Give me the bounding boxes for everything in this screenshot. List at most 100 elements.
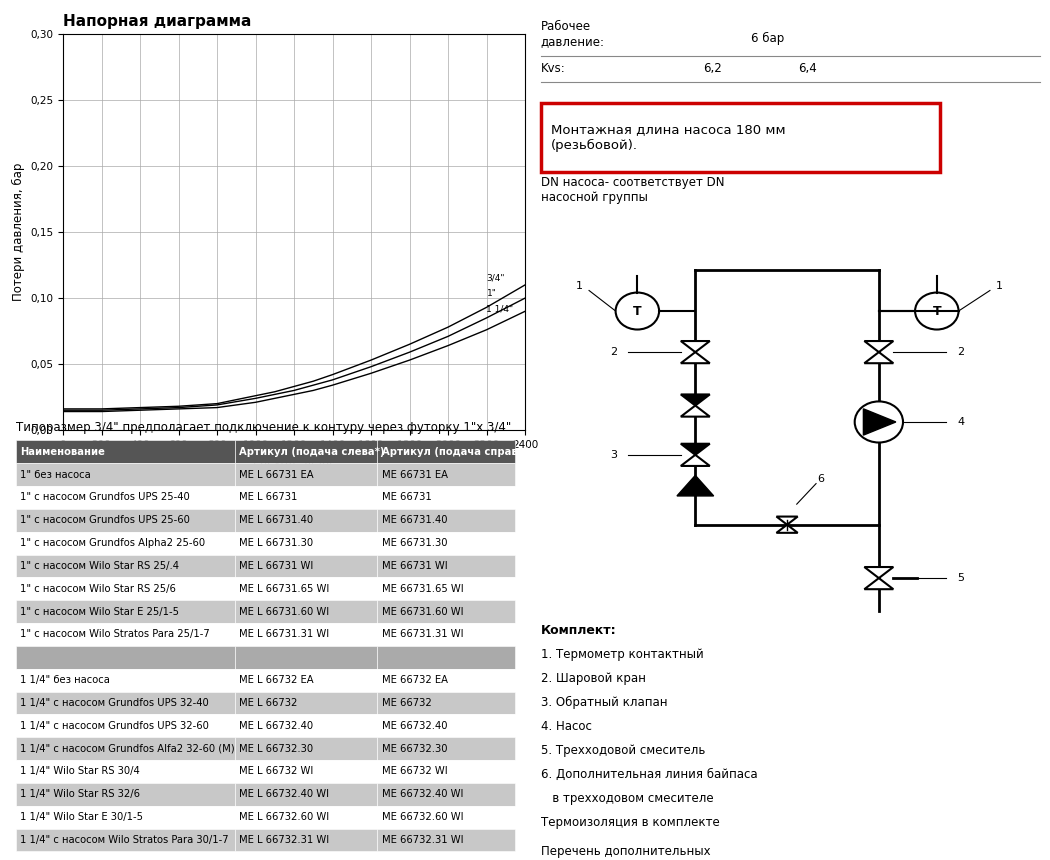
Text: 1 1/4": 1 1/4": [486, 305, 513, 314]
Text: ME 66732 WI: ME 66732 WI: [381, 766, 447, 777]
Circle shape: [855, 402, 903, 443]
Polygon shape: [864, 341, 894, 352]
Text: ME L 66731.31 WI: ME L 66731.31 WI: [239, 630, 330, 640]
Polygon shape: [776, 517, 798, 525]
Text: Kvs:: Kvs:: [541, 62, 566, 76]
Text: 1": 1": [486, 289, 497, 298]
Text: ME L 66731.60 WI: ME L 66731.60 WI: [239, 606, 330, 617]
Text: ME L 66731 EA: ME L 66731 EA: [239, 470, 314, 480]
Text: ME 66732.40 WI: ME 66732.40 WI: [381, 789, 463, 799]
Polygon shape: [776, 525, 798, 533]
Text: 6,4: 6,4: [798, 62, 817, 76]
Text: ME 66731.31 WI: ME 66731.31 WI: [381, 630, 463, 640]
Text: ME 66732.31 WI: ME 66732.31 WI: [381, 835, 463, 845]
Text: ME L 66731.40: ME L 66731.40: [239, 515, 314, 525]
Text: 6 бар: 6 бар: [751, 32, 784, 46]
Text: 6. Дополнительная линия байпаса: 6. Дополнительная линия байпаса: [541, 768, 757, 781]
Text: T: T: [932, 304, 941, 317]
Text: Монтажная длина насоса 180 мм
(резьбовой).: Монтажная длина насоса 180 мм (резьбовой…: [551, 124, 785, 151]
Text: ME 66732.30: ME 66732.30: [381, 744, 447, 753]
Text: 1" с насосом Wilo Star RS 25/6: 1" с насосом Wilo Star RS 25/6: [20, 584, 175, 593]
Text: 1" с насосом Grundfos Alpha2 25-60: 1" с насосом Grundfos Alpha2 25-60: [20, 538, 205, 548]
Text: 3: 3: [610, 450, 616, 460]
Text: 2: 2: [958, 347, 965, 357]
Text: ME L 66731: ME L 66731: [239, 493, 298, 502]
Text: ME L 66732: ME L 66732: [239, 698, 298, 708]
Text: Перечень дополнительных
комплектующих см. стр. 27: Перечень дополнительных комплектующих см…: [541, 845, 714, 860]
Text: ME 66732.60 WI: ME 66732.60 WI: [381, 812, 463, 822]
Text: 1: 1: [996, 281, 1003, 292]
Text: 6,2: 6,2: [704, 62, 722, 76]
Text: ME 66732.40: ME 66732.40: [381, 721, 447, 731]
Text: 2: 2: [610, 347, 616, 357]
Polygon shape: [680, 341, 710, 352]
Text: ME 66732: ME 66732: [381, 698, 432, 708]
Polygon shape: [680, 406, 710, 416]
Text: 1: 1: [575, 281, 583, 292]
Y-axis label: Потери давления, бар: Потери давления, бар: [12, 163, 24, 301]
Text: ME L 66732.60 WI: ME L 66732.60 WI: [239, 812, 330, 822]
Circle shape: [916, 292, 959, 329]
Text: 3. Обратный клапан: 3. Обратный клапан: [541, 696, 667, 709]
Text: ME 66731.40: ME 66731.40: [381, 515, 447, 525]
Text: Напорная диаграмма: Напорная диаграмма: [63, 14, 251, 29]
Text: Рабочее
давление:: Рабочее давление:: [541, 21, 605, 48]
Text: 1 1/4" Wilo Star RS 30/4: 1 1/4" Wilo Star RS 30/4: [20, 766, 140, 777]
Circle shape: [615, 292, 659, 329]
Text: 1" без насоса: 1" без насоса: [20, 470, 90, 480]
Text: ME 66731.30: ME 66731.30: [381, 538, 447, 548]
Text: ME 66731 EA: ME 66731 EA: [381, 470, 447, 480]
Text: 1" с насосом Grundfos UPS 25-40: 1" с насосом Grundfos UPS 25-40: [20, 493, 190, 502]
Polygon shape: [680, 395, 710, 406]
Polygon shape: [864, 567, 894, 578]
Text: ME 66731: ME 66731: [381, 493, 432, 502]
Text: 3/4": 3/4": [486, 273, 505, 282]
Text: в трехходовом смесителе: в трехходовом смесителе: [541, 792, 713, 805]
Text: 5. Трехходовой смеситель: 5. Трехходовой смеситель: [541, 744, 706, 757]
Text: Термоизоляция в комплекте: Термоизоляция в комплекте: [541, 816, 719, 829]
Text: ME 66731.60 WI: ME 66731.60 WI: [381, 606, 463, 617]
Text: 1" с насосом Wilo Star E 25/1-5: 1" с насосом Wilo Star E 25/1-5: [20, 606, 178, 617]
Text: Артикул (подача справа*): Артикул (подача справа*): [381, 446, 533, 457]
Text: ME L 66732.31 WI: ME L 66732.31 WI: [239, 835, 330, 845]
Polygon shape: [677, 476, 714, 496]
Text: ME L 66732.40 WI: ME L 66732.40 WI: [239, 789, 330, 799]
Text: ME L 66732 WI: ME L 66732 WI: [239, 766, 314, 777]
Text: ME 66731 WI: ME 66731 WI: [381, 561, 447, 571]
Text: 1. Термометр контактный: 1. Термометр контактный: [541, 648, 704, 660]
Polygon shape: [864, 578, 894, 589]
Text: ME L 66732.40: ME L 66732.40: [239, 721, 314, 731]
Text: ME L 66732 EA: ME L 66732 EA: [239, 675, 314, 685]
Text: 2. Шаровой кран: 2. Шаровой кран: [541, 672, 646, 685]
Text: DN насоса- соответствует DN
насосной группы: DN насоса- соответствует DN насосной гру…: [541, 176, 724, 205]
Polygon shape: [864, 352, 894, 363]
Text: 1 1/4" с насосом Grundfos Alfa2 32-60 (M): 1 1/4" с насосом Grundfos Alfa2 32-60 (M…: [20, 744, 234, 753]
Text: Наименование: Наименование: [20, 446, 105, 457]
Polygon shape: [680, 455, 710, 466]
Text: ME L 66731 WI: ME L 66731 WI: [239, 561, 314, 571]
Text: 1" с насосом Wilo Stratos Para 25/1-7: 1" с насосом Wilo Stratos Para 25/1-7: [20, 630, 210, 640]
Text: Артикул (подача слева*): Артикул (подача слева*): [239, 446, 385, 457]
Text: 1 1/4" без насоса: 1 1/4" без насоса: [20, 675, 110, 685]
Text: 5: 5: [958, 573, 965, 583]
Text: 1 1/4" с насосом Grundfos UPS 32-40: 1 1/4" с насосом Grundfos UPS 32-40: [20, 698, 209, 708]
Text: Комплект:: Комплект:: [541, 624, 616, 636]
Text: 1 1/4" с насосом Grundfos UPS 32-60: 1 1/4" с насосом Grundfos UPS 32-60: [20, 721, 209, 731]
Text: ME L 66731.65 WI: ME L 66731.65 WI: [239, 584, 330, 593]
Text: 1" с насосом Wilo Star RS 25/.4: 1" с насосом Wilo Star RS 25/.4: [20, 561, 178, 571]
Text: 1" с насосом Grundfos UPS 25-60: 1" с насосом Grundfos UPS 25-60: [20, 515, 190, 525]
Polygon shape: [863, 408, 896, 435]
Text: 6: 6: [817, 475, 824, 484]
Text: ME L 66731.30: ME L 66731.30: [239, 538, 314, 548]
Polygon shape: [680, 352, 710, 363]
Text: ME 66732 EA: ME 66732 EA: [381, 675, 447, 685]
Text: 1 1/4" Wilo Star RS 32/6: 1 1/4" Wilo Star RS 32/6: [20, 789, 140, 799]
Text: ME L 66732.30: ME L 66732.30: [239, 744, 314, 753]
Text: 4. Насос: 4. Насос: [541, 720, 591, 733]
Text: 1 1/4" с насосом Wilo Stratos Para 30/1-7: 1 1/4" с насосом Wilo Stratos Para 30/1-…: [20, 835, 229, 845]
Text: Типоразмер 3/4" предполагает подключение к контуру через футорку 1"х 3/4": Типоразмер 3/4" предполагает подключение…: [16, 421, 511, 434]
Text: 1 1/4" Wilo Star E 30/1-5: 1 1/4" Wilo Star E 30/1-5: [20, 812, 143, 822]
X-axis label: Расход, л/час: Расход, л/час: [253, 455, 335, 469]
Polygon shape: [680, 444, 710, 455]
Text: 4: 4: [958, 417, 965, 427]
